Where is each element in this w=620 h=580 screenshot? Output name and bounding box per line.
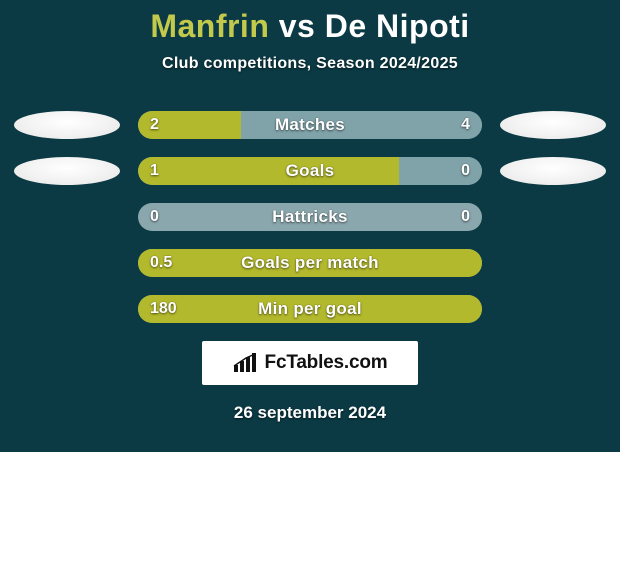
stat-bar: 0.5Goals per match: [138, 249, 482, 277]
comparison-card: Manfrin vs De Nipoti Club competitions, …: [0, 0, 620, 452]
stat-label: Matches: [138, 111, 482, 139]
brand-badge: FcTables.com: [202, 341, 418, 385]
stat-label: Goals: [138, 157, 482, 185]
stat-row: 0.5Goals per match: [0, 249, 620, 277]
stat-label: Goals per match: [138, 249, 482, 277]
stat-row: 00Hattricks: [0, 203, 620, 231]
stat-row: 24Matches: [0, 111, 620, 139]
player2-badge: [500, 111, 606, 139]
bars-icon: [233, 353, 259, 373]
stat-label: Min per goal: [138, 295, 482, 323]
stat-label: Hattricks: [138, 203, 482, 231]
stat-bar: 00Hattricks: [138, 203, 482, 231]
stat-bar: 24Matches: [138, 111, 482, 139]
stat-bar: 180Min per goal: [138, 295, 482, 323]
page-title: Manfrin vs De Nipoti: [0, 8, 620, 45]
player1-badge: [14, 157, 120, 185]
player2-name: De Nipoti: [325, 8, 470, 44]
stat-rows-container: 24Matches 10Goals 00Hattricks 0.5Goals per …: [0, 111, 620, 323]
player1-badge: [14, 111, 120, 139]
stat-row: 10Goals: [0, 157, 620, 185]
brand-text: FcTables.com: [265, 352, 388, 374]
player2-badge: [500, 157, 606, 185]
date-text: 26 september 2024: [0, 403, 620, 423]
subtitle: Club competitions, Season 2024/2025: [0, 55, 620, 73]
vs-word: vs: [279, 8, 316, 44]
player1-name: Manfrin: [150, 8, 269, 44]
stat-row: 180Min per goal: [0, 295, 620, 323]
stat-bar: 10Goals: [138, 157, 482, 185]
